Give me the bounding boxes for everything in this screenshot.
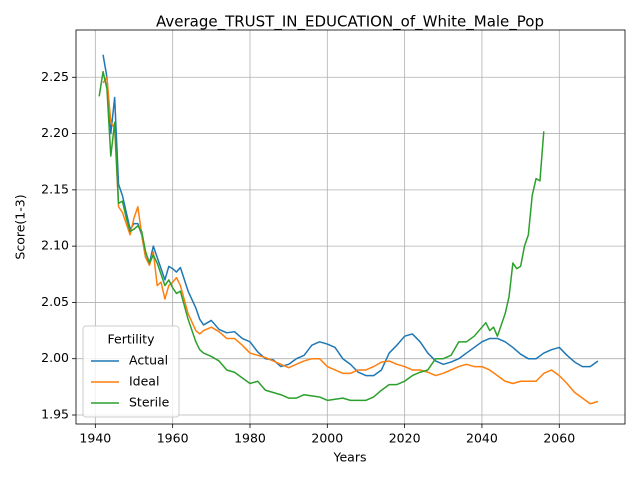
plot-frame (75, 29, 626, 425)
legend-label: Actual (129, 353, 168, 368)
series-line (102, 54, 599, 377)
y-tick-label: 2.00 (41, 350, 69, 365)
series-line (98, 70, 545, 402)
legend-label: Sterile (129, 395, 170, 410)
y-tick-label: 2.10 (41, 238, 69, 253)
lines (98, 54, 599, 405)
legend-box (82, 325, 180, 418)
x-tick-label: 1940 (79, 431, 111, 446)
x-tick-label: 1960 (157, 431, 189, 446)
x-tick-label: 2020 (389, 431, 421, 446)
y-tick-label: 1.95 (41, 406, 69, 421)
x-tick-label: 1980 (234, 431, 266, 446)
x-tick-label: 2040 (466, 431, 498, 446)
y-tick-label: 2.20 (41, 125, 69, 140)
y-axis-label: Score(1-3) (13, 194, 28, 259)
legend-label: Ideal (129, 374, 159, 389)
y-tick-label: 2.15 (41, 181, 69, 196)
legend: Fertility Actual Ideal Sterile (82, 325, 180, 418)
legend-title: Fertility (108, 332, 156, 347)
x-tick-label: 2060 (543, 431, 575, 446)
y-tick-label: 2.05 (41, 294, 69, 309)
x-axis-label: Years (333, 450, 367, 465)
chart-title: Average_TRUST_IN_EDUCATION_of_White_Male… (156, 13, 544, 32)
x-tick-label: 2000 (311, 431, 343, 446)
y-tick-label: 2.25 (41, 69, 69, 84)
